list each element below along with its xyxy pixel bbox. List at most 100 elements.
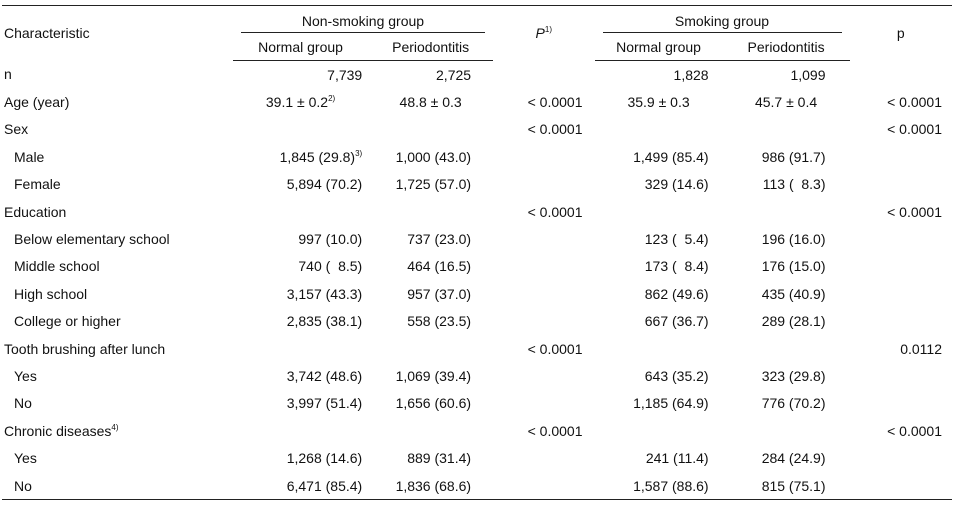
row-label: Sex — [2, 116, 233, 143]
row-label-text: Sex — [4, 121, 29, 138]
p-value-1: < 0.0001 — [493, 417, 594, 444]
periodontitis-1-value: 1,656 (60.6) — [368, 390, 493, 417]
periodontitis-1-value-text: 48.8 ± 0.3 — [399, 94, 462, 111]
normal-group-2-value-text: 1,587 (88.6) — [633, 477, 709, 494]
periodontitis-1-value: 889 (31.4) — [368, 444, 493, 471]
periodontitis-1-value-text: 558 (23.5) — [407, 313, 472, 330]
p-value-2-text: < 0.0001 — [887, 422, 942, 439]
table-row: No 6,471 (85.4) 1,836 (68.6) 1,587 (88.6) 81… — [2, 471, 952, 501]
p-value-2 — [850, 280, 952, 307]
periodontitis-2-value — [723, 198, 850, 225]
table-row: Education < 0.0001 < 0.0001 — [2, 198, 952, 225]
normal-group-1-value: 3,997 (51.4) — [233, 390, 368, 417]
periodontitis-1-value-text: 1,000 (43.0) — [395, 148, 472, 165]
p-value-2-text: < 0.0001 — [887, 121, 942, 138]
normal-group-2-value: 862 (49.6) — [595, 280, 723, 307]
periodontitis-2-value: 815 (75.1) — [722, 471, 850, 501]
normal-group-2-value — [595, 116, 723, 143]
p-value-1 — [493, 171, 594, 198]
periodontitis-2-value: 435 (40.9) — [723, 280, 850, 307]
periodontitis-2-value — [723, 116, 850, 143]
normal-group-1-value: 1,268 (14.6) — [233, 444, 368, 471]
smoking-group-header: Smoking group — [594, 5, 850, 33]
periodontitis-2-value-text: 289 (28.1) — [761, 313, 826, 330]
row-label: Tooth brushing after lunch — [2, 335, 233, 362]
p-value-2: < 0.0001 — [850, 198, 952, 225]
normal-group-2-value: 1,587 (88.6) — [594, 471, 723, 501]
normal-group-2-value-text: 35.9 ± 0.3 — [627, 94, 690, 111]
periodontitis-2-value-text: 45.7 ± 0.4 — [754, 94, 818, 111]
periodontitis-2-value: 289 (28.1) — [723, 308, 850, 335]
periodontitis-2-value-text: 113 ( 8.3) — [762, 176, 826, 193]
periodontitis-2-value: 986 (91.7) — [723, 143, 850, 170]
p-value-1-text: < 0.0001 — [527, 121, 583, 138]
normal-group-1-value-text: 740 ( 8.5) — [298, 258, 363, 275]
row-label-text: n — [4, 66, 12, 83]
p-footnote: 1) — [544, 25, 553, 35]
p-value-2 — [850, 308, 952, 335]
normal-group-1-value — [233, 335, 368, 362]
characteristic-header: Characteristic — [2, 5, 233, 61]
normal-group-2-value: 643 (35.2) — [595, 362, 723, 389]
p-value-2-text: < 0.0001 — [887, 203, 942, 220]
periodontitis-2-value-text: 176 (15.0) — [761, 258, 826, 275]
periodontitis-2-value — [723, 335, 850, 362]
periodontitis-1-value: 1,725 (57.0) — [368, 171, 493, 198]
p-value-1 — [493, 253, 594, 280]
row-label-text: No — [14, 477, 32, 494]
periodontitis-1-value-text: 1,836 (68.6) — [395, 477, 472, 494]
p-value-2: < 0.0001 — [850, 116, 952, 143]
periodontitis-2-value-text: 986 (91.7) — [761, 148, 826, 165]
row-label-text: Yes — [14, 367, 37, 384]
normal-group-1-value-text: 3,997 (51.4) — [286, 395, 363, 412]
header-row-2: Normal group Periodontitis Normal group … — [2, 33, 952, 61]
p-value-2: < 0.0001 — [850, 88, 952, 115]
normal-group-1-value-text: 2,835 (38.1) — [286, 313, 363, 330]
periodontitis-2-value-text: 323 (29.8) — [761, 367, 826, 384]
normal-group-1-value: 39.1 ± 0.22) — [233, 88, 368, 115]
normal-group-2-value: 1,185 (64.9) — [595, 390, 723, 417]
p-value-2 — [849, 471, 952, 501]
periodontitis-2-value-text: 815 (75.1) — [761, 477, 826, 494]
p-value-2 — [850, 143, 952, 170]
table-row: High school 3,157 (43.3) 957 (37.0) 862 (49… — [2, 280, 952, 307]
table-row: Below elementary school 997 (10.0) 737 (23… — [2, 225, 952, 252]
normal-group-1-value — [233, 116, 368, 143]
normal-group-2-value: 35.9 ± 0.3 — [595, 88, 723, 115]
row-label: Yes — [2, 444, 233, 471]
table-row: Middle school 740 ( 8.5) 464 (16.5) 173 ( 8… — [2, 253, 952, 280]
normal-group-2-value: 329 (14.6) — [595, 171, 723, 198]
smoking-group-rule — [602, 32, 842, 33]
p-value-1 — [493, 61, 594, 89]
periodontitis-1-value-text: 737 (23.0) — [407, 231, 472, 248]
row-label-text: Male — [14, 148, 45, 165]
normal-group-1-value-text: 1,845 (29.8) — [279, 148, 356, 165]
p-value-2 — [850, 390, 952, 417]
normal-group-header-2: Normal group — [594, 33, 723, 61]
periodontitis-2-value: 176 (15.0) — [723, 253, 850, 280]
p-value-2 — [850, 225, 952, 252]
normal-group-2-value — [595, 335, 723, 362]
p-value-1: < 0.0001 — [493, 88, 594, 115]
periodontitis-2-value: 196 (16.0) — [723, 225, 850, 252]
normal-group-2-value: 241 (11.4) — [595, 444, 723, 471]
normal-group-2-value — [595, 198, 723, 225]
row-label: n — [2, 61, 233, 89]
table-row: College or higher 2,835 (38.1) 558 (23.5) 6… — [2, 308, 952, 335]
row-label: College or higher — [2, 308, 233, 335]
row-label: Yes — [2, 362, 233, 389]
p-value-2: 0.0112 — [850, 335, 952, 362]
p-value-1 — [493, 444, 594, 471]
periodontitis-1-value-text: 889 (31.4) — [407, 450, 472, 467]
periodontitis-1-value: 558 (23.5) — [368, 308, 493, 335]
p-value-2-text: < 0.0001 — [887, 94, 942, 111]
table-row: Sex < 0.0001 < 0.0001 — [2, 116, 952, 143]
p-value-1 — [493, 280, 594, 307]
normal-group-2-value-text: 862 (49.6) — [644, 285, 709, 302]
p-value-2: < 0.0001 — [850, 417, 952, 444]
p-value-1: < 0.0001 — [493, 198, 594, 225]
p-value-2 — [850, 362, 952, 389]
normal-group-1-value-text: 3,742 (48.6) — [286, 367, 363, 384]
table-row: Age (year) 39.1 ± 0.22) 48.8 ± 0.3 < 0.0001… — [2, 88, 952, 115]
